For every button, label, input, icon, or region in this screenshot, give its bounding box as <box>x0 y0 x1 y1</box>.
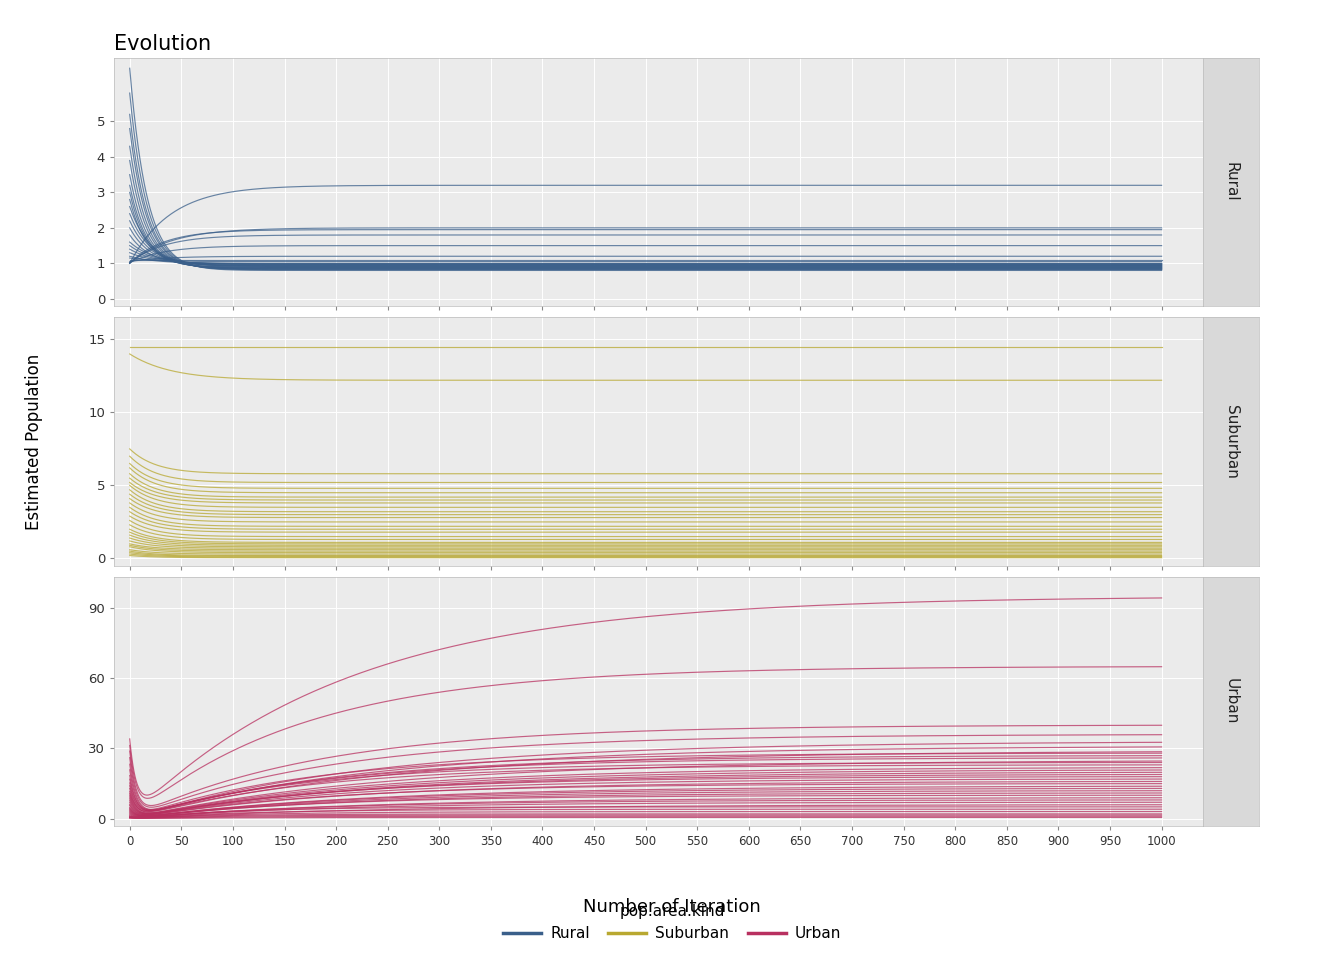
Text: Rural: Rural <box>1223 162 1239 202</box>
Text: Suburban: Suburban <box>1223 405 1239 478</box>
Text: Urban: Urban <box>1223 679 1239 725</box>
Legend: Rural, Suburban, Urban: Rural, Suburban, Urban <box>496 898 848 948</box>
Text: Estimated Population: Estimated Population <box>24 353 43 530</box>
Text: Number of Iteration: Number of Iteration <box>583 899 761 916</box>
Text: Evolution: Evolution <box>114 34 211 54</box>
